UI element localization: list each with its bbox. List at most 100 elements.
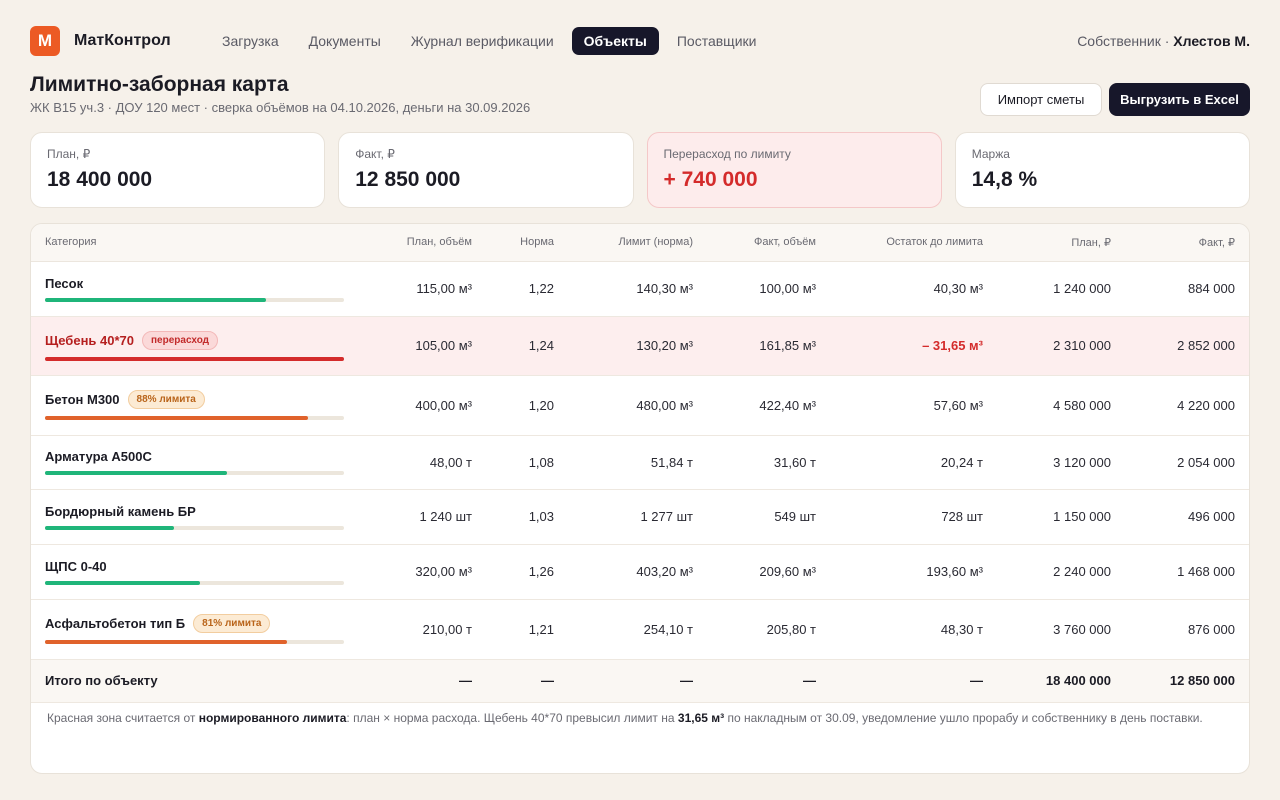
col-plan-volume[interactable]: План, объём xyxy=(364,224,486,262)
user-menu[interactable]: Собственник · Хлестов М. xyxy=(1077,33,1250,49)
user-name: Хлестов М. xyxy=(1173,33,1250,49)
limit-usage-fill xyxy=(45,525,174,530)
total-dash: — xyxy=(568,659,707,703)
app-name: МатКонтрол xyxy=(74,32,171,49)
total-dash: — xyxy=(830,659,997,703)
page-subtitle: ЖК B15 уч.3 · ДОУ 120 мест · сверка объё… xyxy=(30,100,531,115)
total-fact-rub: 12 850 000 xyxy=(1125,659,1249,703)
export-excel-button[interactable]: Выгрузить в Excel xyxy=(1109,83,1250,116)
fact-volume-cell: 205,80 т xyxy=(707,599,830,660)
table-body: Песок 115,00 м³ 1,22 140,30 м³ 100,00 м³ 40,3… xyxy=(31,261,1249,660)
total-dash: — xyxy=(486,659,568,703)
footnote-text: : план × норма расхода. Щебень 40*70 пре… xyxy=(346,711,678,725)
kpi-value: 14,8 % xyxy=(971,168,1038,191)
fact-volume-cell: 161,85 м³ xyxy=(707,316,830,376)
col-category[interactable]: Категория xyxy=(31,224,364,262)
kpi-overspend: Перерасход по лимиту + 740 000 xyxy=(646,132,942,208)
materials-table: Категория План, объём Норма Лимит (норма… xyxy=(31,224,1249,703)
col-norm[interactable]: Норма xyxy=(486,224,568,262)
table-header-row: Категория План, объём Норма Лимит (норма… xyxy=(31,224,1249,262)
col-fact-rub[interactable]: Факт, ₽ xyxy=(1125,224,1249,262)
col-plan-rub[interactable]: План, ₽ xyxy=(997,224,1125,262)
plan-rub-cell: 4 580 000 xyxy=(997,375,1125,436)
col-limit[interactable]: Лимит (норма) xyxy=(568,224,707,262)
category-cell: Песок xyxy=(31,261,364,317)
norm-cell: 1,26 xyxy=(486,544,568,600)
remaining-cell: 193,60 м³ xyxy=(830,544,997,600)
fact-rub-cell: 4 220 000 xyxy=(1125,375,1249,436)
table-row[interactable]: Щебень 40*70 перерасход 105,00 м³ 1,24 130,2… xyxy=(31,316,1249,376)
footnote-text: по накладным от 30.09, уведомление ушло … xyxy=(724,711,1203,725)
nav-item-upload[interactable]: Загрузка xyxy=(222,33,279,49)
total-dash: — xyxy=(364,659,486,703)
fact-volume-cell: 31,60 т xyxy=(707,435,830,490)
footnote-bold: 31,65 м³ xyxy=(677,711,725,725)
limit-usage-fill xyxy=(45,416,309,420)
remaining-cell: 48,30 т xyxy=(830,599,997,660)
plan-rub-cell: 1 150 000 xyxy=(997,489,1125,545)
category-name: ЩПС 0-40 xyxy=(45,558,107,574)
plan-rub-cell: 3 120 000 xyxy=(997,435,1125,490)
category-name: Асфальтобетон тип Б xyxy=(45,616,186,631)
remaining-cell: 728 шт xyxy=(830,489,997,545)
table-row[interactable]: Асфальтобетон тип Б 81% лимита 210,00 т 1,2… xyxy=(31,599,1249,660)
nav-item-objects[interactable]: Объекты xyxy=(571,27,659,55)
table-row[interactable]: Песок 115,00 м³ 1,22 140,30 м³ 100,00 м³ 40,3… xyxy=(31,261,1249,317)
fact-rub-cell: 496 000 xyxy=(1125,489,1249,545)
kpi-fact: Факт, ₽ 12 850 000 xyxy=(338,132,634,208)
col-remaining[interactable]: Остаток до лимита xyxy=(830,224,997,262)
category-cell: Асфальтобетон тип Б 81% лимита xyxy=(31,599,364,660)
limit-cell: 51,84 т xyxy=(568,435,707,490)
fact-volume-cell: 422,40 м³ xyxy=(707,375,830,436)
fact-rub-cell: 876 000 xyxy=(1125,599,1249,660)
footnote: Красная зона считается от нормированного… xyxy=(47,710,1227,726)
plan-volume-cell: 320,00 м³ xyxy=(364,544,486,600)
table-total-row: Итого по объекту — — — — — 18 400 000 12… xyxy=(31,659,1249,703)
category-line: Бетон М300 88% лимита xyxy=(45,390,344,409)
category-cell: Арматура А500С xyxy=(31,435,364,490)
main-nav: Загрузка Документы Журнал верификации Об… xyxy=(210,27,774,55)
fact-volume-cell: 100,00 м³ xyxy=(707,261,830,317)
plan-volume-cell: 48,00 т xyxy=(364,435,486,490)
kpi-cards: План, ₽ 18 400 000 Факт, ₽ 12 850 000 Пе… xyxy=(30,132,1250,208)
footnote-bold: нормированного лимита xyxy=(198,711,347,725)
nav-item-suppliers[interactable]: Поставщики xyxy=(676,33,757,49)
plan-volume-cell: 105,00 м³ xyxy=(364,316,486,376)
limit-usage-bar xyxy=(45,297,344,302)
category-cell: Бордюрный камень БР xyxy=(31,489,364,545)
limit-usage-fill xyxy=(45,297,267,302)
limit-usage-fill xyxy=(45,356,344,361)
fact-rub-cell: 2 054 000 xyxy=(1125,435,1249,490)
category-line: Щебень 40*70 перерасход xyxy=(45,330,344,350)
app-logo[interactable]: М xyxy=(30,26,60,56)
nav-item-verification-log[interactable]: Журнал верификации xyxy=(410,33,554,49)
remaining-cell: 40,30 м³ xyxy=(830,261,997,317)
col-fact-volume[interactable]: Факт, объём xyxy=(707,224,830,262)
limit-usage-bar xyxy=(45,416,344,420)
plan-volume-cell: 400,00 м³ xyxy=(364,375,486,436)
nav-item-documents[interactable]: Документы xyxy=(308,33,381,49)
footnote-text: Красная зона считается от xyxy=(47,711,199,725)
category-name: Бордюрный камень БР xyxy=(45,503,196,519)
fact-rub-cell: 884 000 xyxy=(1125,261,1249,317)
limit-usage-fill xyxy=(45,640,288,644)
limit-cell: 140,30 м³ xyxy=(568,261,707,317)
table-row[interactable]: ЩПС 0-40 320,00 м³ 1,26 403,20 м³ 209,60 м³ 1… xyxy=(31,544,1249,600)
table-row[interactable]: Бордюрный камень БР 1 240 шт 1,03 1 277 шт 5… xyxy=(31,489,1249,545)
table-row[interactable]: Бетон М300 88% лимита 400,00 м³ 1,20 480,00 … xyxy=(31,375,1249,436)
remaining-cell: 20,24 т xyxy=(830,435,997,490)
fact-rub-cell: 1 468 000 xyxy=(1125,544,1249,600)
limit-usage-bar xyxy=(45,471,344,475)
category-name: Бетон М300 xyxy=(45,392,120,407)
limit-usage-bar xyxy=(45,640,344,644)
import-estimate-button[interactable]: Импорт сметы xyxy=(980,83,1102,116)
kpi-plan: План, ₽ 18 400 000 xyxy=(30,132,326,208)
kpi-value: 18 400 000 xyxy=(47,168,153,191)
category-line: Арматура А500С xyxy=(45,449,344,464)
norm-cell: 1,21 xyxy=(486,599,568,660)
user-role: Собственник · xyxy=(1077,33,1170,49)
limit-usage-bar xyxy=(45,525,344,530)
page-title: Лимитно-заборная карта xyxy=(30,73,289,96)
plan-rub-cell: 2 240 000 xyxy=(997,544,1125,600)
